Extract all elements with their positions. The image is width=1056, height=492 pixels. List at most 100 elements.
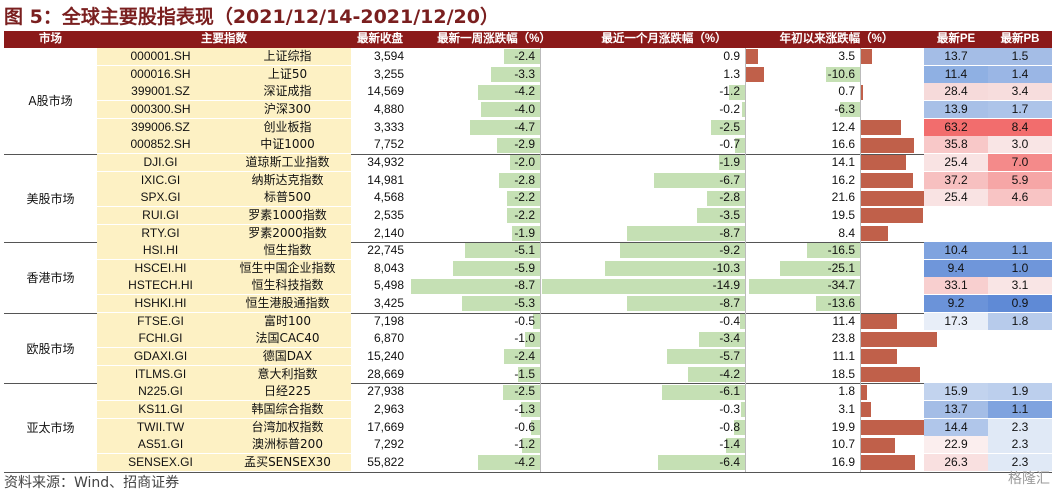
ytd-bar	[861, 349, 897, 365]
index-code: FTSE.GI	[97, 312, 224, 330]
week-change-value: -2.2	[514, 190, 535, 205]
ytd-bar	[861, 172, 913, 188]
close-value: 3,333	[373, 119, 404, 134]
pe-value	[924, 330, 988, 347]
month-bar	[657, 455, 745, 471]
week-bar	[507, 208, 540, 224]
pe-value	[924, 366, 988, 383]
pe-value	[924, 225, 988, 242]
month-bar	[667, 349, 745, 365]
week-bar	[532, 314, 540, 330]
source-note: 资料来源：Wind、招商证券	[4, 475, 180, 491]
month-change-value: -3.5	[719, 207, 740, 222]
month-change-value: -8.7	[719, 225, 740, 240]
pe-value	[924, 207, 988, 224]
month-bar	[626, 296, 745, 312]
week-change-value: -8.7	[514, 278, 535, 293]
close-value: 7,198	[373, 313, 404, 328]
pe-value: 9.2	[924, 295, 988, 313]
pb-value: 1.0	[988, 259, 1052, 277]
header-pb: 最新PB	[988, 31, 1052, 48]
month-change-value: -2.5	[719, 119, 740, 134]
index-name: 上证综指	[224, 48, 351, 65]
ytd-change-value: 10.7	[831, 437, 855, 452]
ytd-bar	[861, 314, 898, 330]
month-change-value: -6.1	[719, 384, 740, 399]
ytd-bar	[861, 437, 896, 453]
month-change-value: -9.2	[719, 243, 740, 258]
pb-value: 1.7	[988, 100, 1052, 118]
index-name: 澳洲标普200	[224, 436, 351, 454]
month-bar	[746, 49, 759, 65]
week-bar	[503, 384, 540, 400]
week-change-value: -0.6	[514, 419, 535, 434]
group-separator	[4, 383, 1052, 385]
pe-value: 33.1	[924, 277, 988, 295]
index-name: 孟买SENSEX30	[224, 453, 351, 471]
month-bar	[697, 208, 745, 224]
close-value: 3,255	[373, 66, 404, 81]
month-change-value: -14.9	[712, 278, 740, 293]
pb-value	[988, 348, 1052, 365]
ytd-change-value: 16.2	[831, 172, 855, 187]
zero-axis	[540, 383, 541, 472]
ytd-bar	[861, 155, 907, 171]
month-change-value: 0.9	[723, 49, 740, 63]
ytd-bar	[861, 119, 901, 135]
month-bar	[742, 102, 745, 118]
pb-value	[988, 225, 1052, 242]
zero-axis	[540, 312, 541, 384]
ytd-bar	[861, 190, 931, 206]
close-value: 8,043	[373, 260, 404, 275]
ytd-bar	[839, 102, 860, 118]
pb-value	[988, 207, 1052, 224]
market-label: A股市场	[28, 94, 73, 109]
zero-axis	[540, 242, 541, 313]
index-code: HSI.HI	[97, 242, 224, 260]
month-change-value: -4.2	[719, 366, 740, 381]
pb-value: 1.1	[988, 242, 1052, 260]
ytd-bar	[861, 137, 915, 153]
month-bar	[687, 367, 745, 382]
week-bar	[491, 66, 540, 82]
ytd-change-value: 0.7	[838, 84, 855, 99]
ytd-change-value: 3.1	[838, 402, 855, 416]
week-bar	[464, 243, 540, 259]
ytd-bar	[816, 296, 860, 312]
week-change-value: -4.2	[514, 454, 535, 469]
ytd-change-value: -34.7	[827, 278, 855, 293]
week-change-value: -1.2	[514, 437, 535, 452]
group-separator	[4, 312, 1052, 314]
ytd-change-value: 12.4	[831, 119, 855, 134]
pb-value: 4.6	[988, 189, 1052, 207]
header-index: 主要指数	[97, 31, 351, 48]
index-code: HSTECH.HI	[97, 277, 224, 295]
index-code: ITLMS.GI	[97, 365, 224, 383]
index-code: RTY.GI	[97, 224, 224, 242]
ytd-change-value: 21.6	[831, 190, 855, 205]
week-change-value: -1.3	[514, 402, 535, 416]
index-code: GDAXI.GI	[97, 348, 224, 366]
index-code: RUI.GI	[97, 206, 224, 224]
week-bar	[522, 437, 540, 453]
zero-axis	[745, 312, 746, 384]
month-change-value: -0.8	[719, 419, 740, 434]
index-code: KS11.GI	[97, 401, 224, 418]
month-bar	[734, 419, 745, 435]
close-value: 14,569	[367, 84, 404, 99]
month-bar	[698, 331, 745, 347]
zero-axis	[860, 153, 861, 243]
close-value: 28,669	[367, 366, 404, 381]
group-separator	[4, 471, 1052, 473]
index-code: 000852.SH	[97, 136, 224, 154]
month-bar	[542, 278, 745, 294]
month-change-value: -6.4	[719, 454, 740, 469]
ytd-bar	[779, 261, 860, 277]
close-value: 7,292	[373, 437, 404, 452]
week-change-value: -5.1	[514, 243, 535, 258]
index-code: 000300.SH	[97, 100, 224, 118]
index-name: 上证50	[224, 65, 351, 83]
index-code: N225.GI	[97, 383, 224, 401]
index-name: 深证成指	[224, 83, 351, 101]
pe-value	[924, 348, 988, 365]
